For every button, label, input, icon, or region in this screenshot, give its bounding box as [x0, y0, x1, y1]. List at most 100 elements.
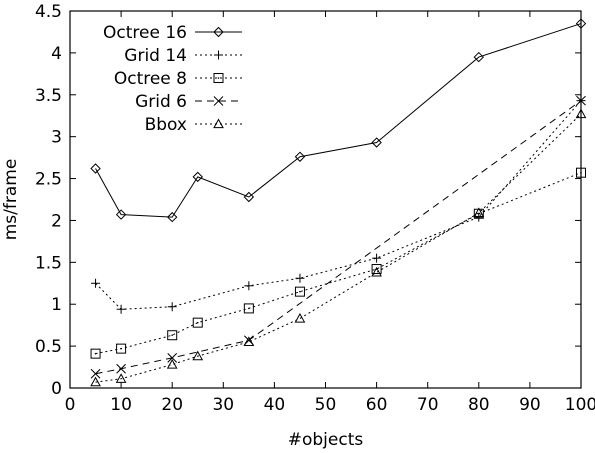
- series-bbox: [90, 108, 587, 387]
- diamond-marker: [192, 171, 203, 183]
- triangle-marker: [166, 359, 178, 369]
- series-line-octree-16: [95, 23, 582, 218]
- triangle-marker: [371, 266, 382, 277]
- plus-marker: [116, 304, 126, 314]
- x-tick-label: 30: [212, 395, 234, 415]
- diamond-marker: [166, 211, 178, 223]
- series-layer: [90, 18, 587, 387]
- cross-marker-b: [213, 96, 224, 106]
- square-marker: [243, 303, 254, 314]
- y-tick-label: 0.5: [35, 337, 62, 357]
- legend-item-octree-16: Octree 16: [103, 23, 242, 43]
- diamond-marker: [213, 26, 224, 38]
- legend-label: Octree 16: [103, 23, 187, 43]
- x-tick-label: 10: [110, 395, 132, 415]
- square-marker-dot: [217, 77, 220, 79]
- cross-marker: [90, 368, 101, 379]
- triangle-marker: [90, 376, 101, 387]
- square-marker-dot: [580, 171, 582, 174]
- series-line-bbox: [95, 113, 582, 383]
- plus-marker: [372, 253, 382, 263]
- cross-marker-b: [90, 368, 101, 379]
- triangle-marker: [243, 336, 255, 347]
- triangle-marker: [192, 350, 204, 361]
- x-tick-label: 40: [264, 395, 286, 415]
- y-tick-label: 4.5: [35, 2, 62, 22]
- x-tick-label: 70: [417, 395, 439, 415]
- square-marker: [213, 73, 224, 83]
- square-marker-dot: [299, 290, 301, 293]
- x-axis-label: #objects: [288, 430, 364, 450]
- x-tick-label: 60: [366, 395, 388, 415]
- legend-label: Octree 8: [114, 69, 187, 89]
- cross-marker-b: [167, 352, 178, 363]
- diamond-marker: [473, 51, 485, 63]
- x-tick-label: 0: [65, 395, 76, 415]
- plot-border: [69, 10, 582, 389]
- plot-frame: [69, 10, 582, 389]
- triangle-marker: [473, 207, 485, 218]
- square-marker: [90, 348, 101, 359]
- diamond-marker: [115, 209, 127, 220]
- triangle-marker: [575, 108, 587, 119]
- y-axis-label: ms/frame: [1, 159, 21, 241]
- series-line-grid-6: [95, 100, 582, 375]
- cross-marker: [116, 363, 126, 374]
- diamond-marker: [90, 163, 101, 174]
- y-tick-label: 3: [51, 128, 62, 148]
- square-marker: [294, 286, 305, 297]
- legend-label: Grid 6: [135, 92, 187, 112]
- square-marker-dot: [196, 321, 199, 324]
- plus-marker: [214, 50, 223, 60]
- cross-marker: [576, 95, 586, 106]
- plus-marker: [91, 278, 101, 288]
- diamond-marker: [575, 18, 587, 29]
- series-octree-8: [90, 167, 586, 359]
- triangle-marker: [115, 373, 127, 383]
- triangle-marker: [213, 118, 224, 129]
- legend-label: Bbox: [145, 115, 187, 135]
- y-tick-label: 2.5: [35, 170, 62, 190]
- square-marker: [167, 330, 178, 341]
- y-tick-label: 1.5: [35, 253, 62, 273]
- series-line-octree-8: [95, 172, 582, 355]
- y-tick-label: 1: [51, 295, 62, 315]
- y-tick-label: 4: [51, 44, 62, 64]
- diamond-marker: [243, 191, 255, 203]
- square-marker: [576, 167, 586, 178]
- plus-marker: [244, 281, 254, 291]
- square-marker-dot: [478, 212, 480, 215]
- plus-marker: [295, 273, 305, 283]
- cross-marker-b: [116, 363, 126, 374]
- x-tick-label: 100: [565, 395, 595, 415]
- cross-marker: [167, 352, 178, 363]
- x-tick-label: 80: [468, 395, 490, 415]
- x-axis-ticks: 0 10 20 30 40 50 60 70 80 90 100: [65, 11, 595, 415]
- y-tick-label: 0: [51, 379, 62, 399]
- square-marker: [192, 317, 203, 328]
- diamond-marker: [294, 151, 306, 162]
- y-tick-label: 2: [51, 211, 62, 231]
- square-marker-dot: [248, 307, 250, 310]
- legend-item-octree-8: Octree 8: [114, 69, 242, 89]
- y-axis-ticks: 0 0.5 1 1.5 2 2.5 3 3.5 4 4.5: [35, 2, 581, 399]
- legend-label: Grid 14: [124, 46, 187, 66]
- diamond-marker: [371, 137, 382, 148]
- legend-item-bbox: Bbox: [145, 115, 242, 135]
- series-grid-6: [90, 95, 586, 379]
- x-tick-label: 50: [315, 395, 337, 415]
- square-marker-dot: [94, 352, 97, 355]
- cross-marker-b: [576, 95, 586, 106]
- legend-item-grid-6: Grid 6: [135, 92, 242, 112]
- square-marker-dot: [171, 334, 173, 337]
- triangle-marker: [294, 312, 306, 323]
- square-marker: [116, 343, 127, 354]
- x-tick-label: 90: [519, 395, 541, 415]
- legend: Octree 16 Grid 14 Octree 8 Grid 6 Bbox: [103, 23, 242, 135]
- legend-item-grid-14: Grid 14: [124, 46, 242, 66]
- plus-marker: [167, 302, 177, 312]
- square-marker-dot: [120, 347, 122, 350]
- x-tick-label: 20: [161, 395, 183, 415]
- cross-marker: [213, 96, 224, 106]
